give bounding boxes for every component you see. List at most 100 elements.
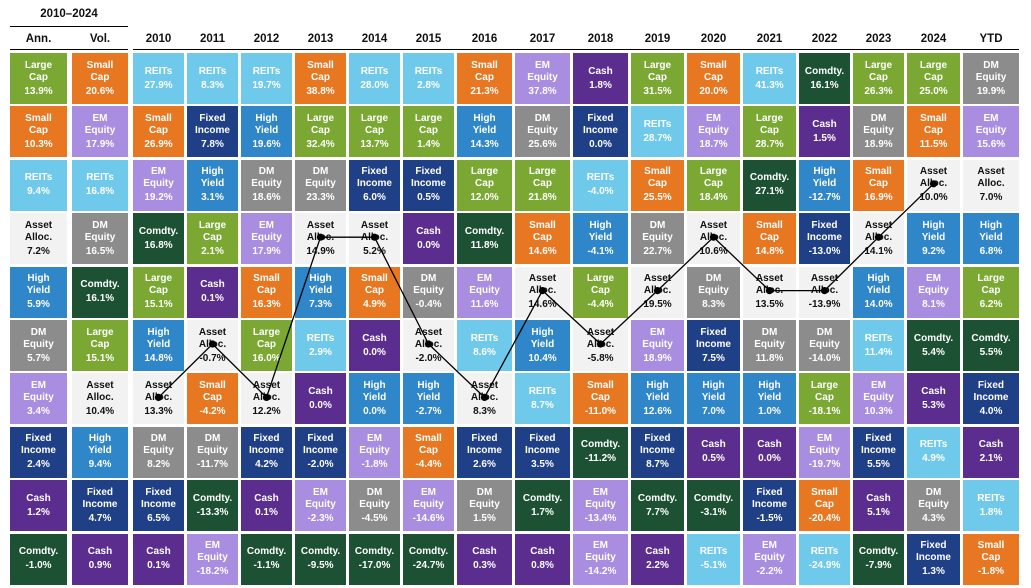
cell-small-cap: Small Cap 20.6% [72,53,128,104]
return-value: 6.8% [979,245,1003,257]
return-value: 10.0% [919,192,948,204]
return-value: 5.9% [27,299,50,311]
asset-label: Asset Alloc. [586,326,615,350]
year-header-2024: 2024 [920,33,947,45]
cell-large-cap: Large Cap 32.4% [295,106,346,158]
year-header-2022: 2022 [811,33,838,45]
cell-cash: Cash 1.2% [10,480,67,532]
return-value: 2.1% [979,453,1003,465]
asset-label: EM Equity [809,433,840,457]
asset-label: EM Equity [359,433,390,457]
return-value: 0.3% [473,560,496,572]
asset-label: DM Equity [143,433,174,457]
return-value: 0.8% [531,560,554,572]
return-value: 10.4% [85,405,115,417]
cell-high-yield: High Yield 14.8% [133,320,184,371]
return-value: -3.1% [700,506,727,518]
return-value: 11.5% [919,138,948,150]
return-value: 10.4% [528,352,557,364]
asset-label: EM Equity [251,219,282,243]
cell-fixed-income: Fixed Income 2.6% [457,426,512,478]
asset-label: Fixed Income [751,486,787,510]
asset-label: High Yield [701,379,726,403]
asset-label: REITs [306,332,335,344]
cell-reits: REITs 2.9% [295,320,346,371]
return-value: -18.2% [196,566,229,578]
cell-high-yield: High Yield -2.7% [403,373,454,425]
return-value: 37.8% [528,85,557,97]
cell-cash: Cash 1.8% [573,53,628,104]
cell-cash: Cash 2.2% [631,533,684,585]
asset-label: REITs [864,332,893,344]
asset-label: High Yield [921,219,946,243]
asset-label: Comdty. [913,332,954,344]
cell-large-cap: Large Cap 28.7% [743,106,796,158]
cell-dm-equity: DM Equity 19.9% [963,53,1019,104]
cell-fixed-income: Fixed Income 7.5% [687,320,740,371]
cell-dm-equity: DM Equity 18.6% [241,159,292,211]
return-value: 7.5% [702,352,725,364]
cell-comdty: Comdty. 27.1% [743,159,796,211]
return-value: 25.5% [643,192,672,204]
asset-label: Fixed Income [410,166,446,190]
asset-label: Cash [701,439,726,451]
asset-label: Small Cap [307,59,334,83]
asset-label: Cash [757,439,782,451]
return-value: 1.4% [417,138,440,150]
return-value: 6.2% [979,299,1003,311]
return-value: 1.0% [758,405,781,417]
cell-high-yield: High Yield 12.6% [631,373,684,425]
asset-label: Comdty. [80,279,120,291]
return-value: -1.5% [756,512,783,524]
asset-label: DM Equity [84,219,116,243]
asset-label: Fixed Income [302,433,338,457]
return-value: 0.0% [363,405,386,417]
asset-label: Small Cap [25,112,52,136]
asset-label: High Yield [416,379,441,403]
cell-asset-alloc: Asset Alloc. -0.7% [187,320,238,371]
asset-label: REITs [643,118,672,130]
asset-label: Asset Alloc. [919,166,948,190]
asset-label: Asset Alloc. [470,379,499,403]
period-rule [10,26,128,27]
cell-dm-equity: DM Equity 8.2% [133,426,184,478]
return-value: 20.0% [699,85,728,97]
asset-label: Large Cap [198,219,227,243]
cell-dm-equity: DM Equity -14.0% [799,320,850,371]
return-value: 21.8% [528,192,557,204]
asset-label: Asset Alloc. [252,379,281,403]
asset-label: Cash [254,492,279,504]
cell-asset-alloc: Asset Alloc. 10.6% [687,213,740,265]
return-value: 28.7% [755,138,784,150]
cell-large-cap: Large Cap 15.1% [72,320,128,371]
header-rule-right [133,49,1019,50]
header-rule-left [10,49,128,50]
return-value: -24.7% [412,560,445,572]
asset-label: Comdty. [138,225,179,237]
return-value: 26.9% [144,138,173,150]
return-value: 19.6% [252,138,281,150]
return-value: 14.9% [306,245,335,257]
return-value: -11.0% [584,405,617,417]
cell-fixed-income: Fixed Income 4.7% [72,480,128,532]
return-value: 11.6% [470,299,499,311]
cell-fixed-income: Fixed Income 6.0% [349,159,400,211]
return-value: 13.3% [144,405,173,417]
return-value: 0.1% [201,293,224,305]
cell-fixed-income: Fixed Income 6.5% [133,480,184,532]
return-value: 18.9% [864,138,893,150]
cell-dm-equity: DM Equity 23.3% [295,159,346,211]
return-value: 10.6% [699,245,728,257]
return-value: -2.2% [756,566,783,578]
cell-cash: Cash 0.0% [403,213,454,265]
asset-label: High Yield [757,379,782,403]
asset-label: Large Cap [919,59,948,83]
return-value: 0.0% [309,399,332,411]
cell-cash: Cash 0.0% [349,320,400,371]
cell-asset-alloc: Asset Alloc. 13.3% [133,373,184,425]
return-value: 14.6% [528,245,557,257]
return-value: 19.2% [144,192,173,204]
cell-dm-equity: DM Equity 18.9% [853,106,904,158]
cell-dm-equity: DM Equity 4.3% [907,480,960,532]
cell-small-cap: Small Cap 21.3% [457,53,512,104]
